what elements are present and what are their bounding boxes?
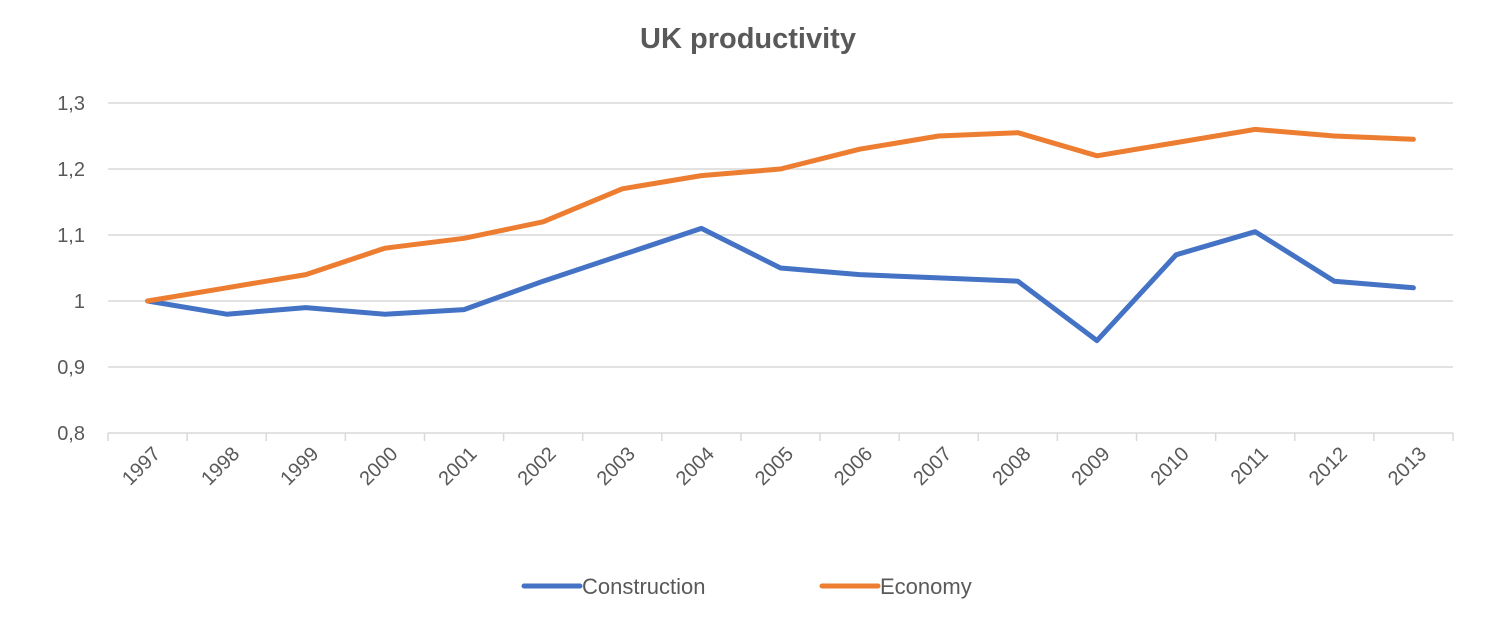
series-lines <box>145 126 1416 344</box>
legend-label: Economy <box>880 574 972 599</box>
y-tick-label: 0,8 <box>57 423 85 445</box>
series-line-construction <box>145 225 1416 344</box>
chart-title: UK productivity <box>640 23 856 55</box>
legend-item-economy: Economy <box>819 574 972 599</box>
x-tick-label: 2008 <box>988 443 1035 490</box>
x-tick-label: 2012 <box>1305 443 1352 490</box>
x-tick-label: 2013 <box>1384 443 1431 490</box>
x-tick-label: 1998 <box>197 443 244 490</box>
x-tick-label: 2007 <box>909 443 956 490</box>
x-tick-label: 2006 <box>830 443 877 490</box>
x-tick-label: 2004 <box>672 443 719 490</box>
series-line-economy <box>145 126 1416 304</box>
y-tick-label: 1 <box>74 291 85 313</box>
x-axis: 1997 1998 1999 2000 2001 2002 2003 2004 2005 2006… <box>107 433 1454 490</box>
x-tick-label: 2000 <box>355 443 402 490</box>
y-tick-label: 0,9 <box>57 357 85 379</box>
legend-item-construction: Construction <box>521 574 706 599</box>
legend: Construction Economy <box>521 574 972 599</box>
x-tick-label: 2002 <box>514 443 561 490</box>
y-tick-label: 1,1 <box>57 225 85 247</box>
x-tick-label: 1999 <box>276 443 323 490</box>
x-tick-label: 2009 <box>1067 443 1114 490</box>
y-tick-label: 1,2 <box>57 159 85 181</box>
x-tick-label: 1997 <box>118 443 165 490</box>
x-tick-label: 2010 <box>1147 443 1194 490</box>
x-tick-label: 2001 <box>435 443 482 490</box>
legend-label: Construction <box>582 574 706 599</box>
x-tick-label: 2005 <box>751 443 798 490</box>
x-tick-label: 2011 <box>1227 443 1273 489</box>
y-axis: 0,8 0,9 1 1,1 1,2 1,3 <box>57 93 85 445</box>
y-tick-label: 1,3 <box>57 93 85 115</box>
x-tick-label: 2003 <box>593 443 640 490</box>
